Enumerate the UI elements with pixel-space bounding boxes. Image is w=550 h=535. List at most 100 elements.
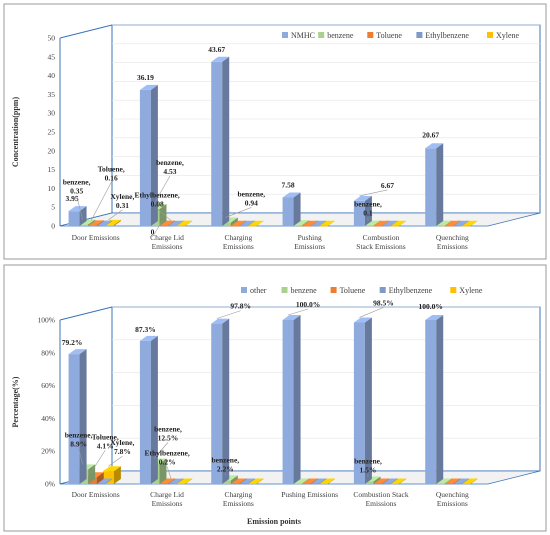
bar-side — [96, 220, 104, 226]
y-tick-label: 0 — [51, 222, 55, 231]
bar-front — [157, 225, 169, 227]
data-label: benzene, 4.53 — [156, 158, 184, 176]
bar-side — [176, 478, 184, 484]
bar-front — [450, 225, 462, 227]
bar-top — [425, 315, 444, 320]
leader-line — [152, 220, 163, 237]
bar-front — [291, 483, 303, 485]
data-label: benzene, 0.94 — [237, 189, 265, 207]
bar-side — [79, 206, 87, 226]
y-axis-title: Percentage(%) — [11, 376, 20, 427]
y-tick-label: 15 — [48, 165, 56, 174]
x-tick-label: Pushing Emissions — [294, 233, 325, 251]
bar-front — [362, 225, 374, 227]
bar-top — [102, 466, 121, 472]
bar-side — [364, 195, 372, 226]
bar-front — [450, 483, 462, 485]
y-tick-label: 20% — [41, 447, 55, 456]
bar-front — [211, 61, 223, 227]
x-tick-label: Combustion Stack Emissions — [353, 490, 408, 508]
legend-entry: benzene — [291, 286, 318, 295]
bar-top — [388, 220, 407, 226]
legend-swatch — [450, 287, 457, 293]
y-tick-label: 5 — [51, 203, 55, 212]
bar-other-2 — [211, 318, 230, 484]
bar-toluene-2 — [228, 220, 247, 227]
bar-side — [382, 478, 390, 484]
bar-front — [282, 197, 294, 226]
leader-line — [90, 182, 112, 221]
y-axis-title: Concentration(ppm) — [11, 97, 20, 168]
bar-top — [353, 317, 372, 323]
x-tick-label: Charge Lid Emissions — [150, 233, 184, 251]
bar-side — [302, 220, 310, 226]
bar-top — [371, 220, 390, 226]
bar-nmhc-1 — [139, 84, 158, 226]
bar-side — [230, 475, 238, 484]
bar-front — [442, 483, 454, 485]
bar-side — [222, 56, 230, 227]
bar-front — [362, 481, 374, 484]
y-tick-label: 25 — [48, 128, 56, 137]
bar-front — [433, 483, 445, 485]
x-tick-label: Quenching Emissions — [436, 233, 469, 251]
bar-side — [436, 143, 444, 226]
bar-top — [282, 192, 301, 198]
bar-side — [390, 220, 398, 226]
bar-nmhc-4 — [353, 195, 372, 226]
bar-toluene-3 — [299, 220, 318, 227]
data-label: 20.67 — [422, 130, 439, 139]
bar-front — [316, 483, 328, 485]
legend-swatch — [318, 32, 325, 38]
bar-top — [316, 220, 335, 226]
data-label: 87.3% — [135, 325, 156, 334]
bar-xylene-3 — [316, 220, 335, 227]
bar-side — [168, 478, 176, 484]
data-label: Xylene, 0.31 — [110, 192, 134, 210]
data-label: 100.0% — [419, 302, 443, 311]
bar-front — [102, 224, 114, 226]
bar-side — [319, 478, 327, 484]
bar-front — [425, 320, 437, 484]
legend-entry: benzene — [327, 31, 354, 40]
leader-line — [216, 310, 241, 319]
data-label: 100.0% — [296, 300, 320, 309]
bar-front — [371, 483, 383, 485]
bar-toluene-4 — [371, 220, 390, 227]
bar-side — [453, 478, 461, 484]
x-tick-label: Charging Emissions — [223, 490, 254, 508]
leader-line — [287, 308, 309, 316]
data-label: 3.95 — [65, 194, 78, 203]
y-tick-label: 50 — [48, 34, 56, 43]
bar-side — [96, 472, 104, 484]
bar-side — [436, 315, 444, 484]
x-tick-label: Combustion Stack Emissions — [356, 233, 405, 251]
bar-front — [228, 483, 240, 485]
y-tick-label: 45 — [48, 52, 56, 61]
legend-entry: Toluene — [376, 31, 402, 40]
bar-front — [379, 483, 391, 485]
legend-entry: Toluene — [340, 286, 366, 295]
bar-nmhc-2 — [211, 56, 230, 227]
bar-front — [353, 322, 365, 484]
bar-side — [373, 476, 381, 484]
bar-side — [88, 219, 96, 226]
data-label: benzene, 8.9% — [65, 430, 93, 448]
bar-front — [174, 483, 186, 485]
leader-line — [166, 466, 172, 479]
x-tick-label: Pushing Emissions — [281, 490, 338, 499]
leader-line — [153, 175, 171, 205]
bar-nmhc-0 — [68, 206, 87, 226]
y-tick-label: 40% — [41, 414, 55, 423]
bar-ethylbenzene-2 — [236, 220, 255, 227]
bar-top — [442, 220, 461, 226]
bar-side — [159, 203, 167, 226]
bar-front — [433, 225, 445, 227]
bar-side — [176, 220, 184, 226]
legend-swatch — [379, 287, 386, 293]
bar-front — [308, 483, 320, 485]
bar-front — [459, 483, 471, 485]
bar-top — [425, 143, 444, 149]
bar-side — [390, 478, 398, 484]
